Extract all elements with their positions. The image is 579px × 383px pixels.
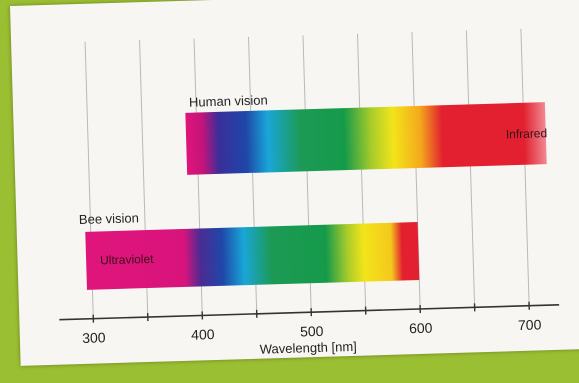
x-tick-label: 400: [191, 326, 215, 343]
spectrum-figure: Human vision Infrared Bee vision Ultravi…: [10, 0, 579, 366]
x-tick-label: 500: [300, 323, 324, 340]
spectrum-diagram: Human vision Infrared Bee vision Ultravi…: [59, 28, 560, 357]
x-tick-label: 300: [82, 329, 106, 346]
infrared-label: Infrared: [506, 126, 548, 141]
x-axis-label: Wavelength [nm]: [260, 339, 357, 357]
bee-vision-band: Bee vision Ultraviolet: [79, 210, 420, 290]
human-vision-label: Human vision: [189, 92, 268, 109]
x-tick-label: 600: [409, 320, 433, 337]
gridline: [465, 30, 476, 308]
x-tick-label: 700: [518, 316, 542, 333]
human-vision-band: Human vision Infrared: [185, 92, 548, 175]
ultraviolet-label: Ultraviolet: [100, 252, 154, 268]
gridline: [520, 28, 530, 306]
x-axis-ticks: 300 400 500 600 700: [82, 301, 542, 346]
bee-vision-spectrum-bar: [85, 222, 420, 290]
x-axis-line: [59, 304, 560, 321]
human-vision-spectrum-bar: [185, 102, 547, 175]
bee-vision-label: Bee vision: [79, 210, 139, 227]
